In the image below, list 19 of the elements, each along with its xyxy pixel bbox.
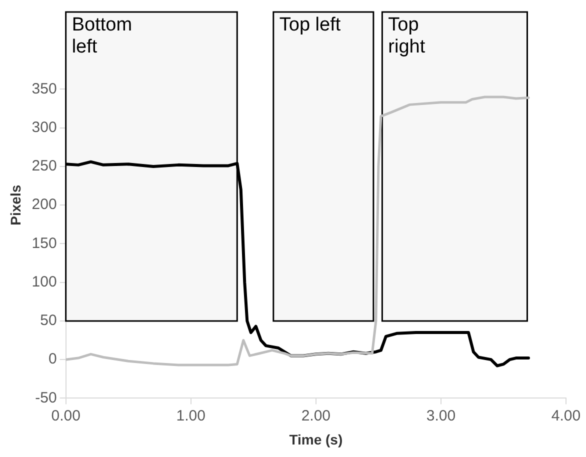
band-label: Top left <box>279 14 342 36</box>
y-tick-label: 250 <box>32 158 57 175</box>
band-label: Top right <box>388 14 426 58</box>
x-tick-label: 1.00 <box>176 407 206 424</box>
x-tick-label: 0.00 <box>51 407 80 424</box>
band-label: Bottom left <box>72 14 132 58</box>
x-tick-label: 3.00 <box>426 407 456 424</box>
y-axis-title: Pixels <box>7 184 24 226</box>
x-tick-label: 4.00 <box>551 407 581 424</box>
y-tick-label: -50 <box>35 389 57 406</box>
y-tick-label: 0 <box>48 350 57 368</box>
y-tick-label: 200 <box>32 196 57 214</box>
y-tick-label: 350 <box>32 80 57 98</box>
y-tick-label: 100 <box>32 273 57 290</box>
x-tick-label: 2.00 <box>301 407 331 424</box>
y-tick-label: 50 <box>40 312 57 330</box>
y-tick-label: 150 <box>32 234 57 252</box>
x-axis-title: Time (s) <box>289 431 343 448</box>
y-tick-label: 300 <box>32 119 57 136</box>
